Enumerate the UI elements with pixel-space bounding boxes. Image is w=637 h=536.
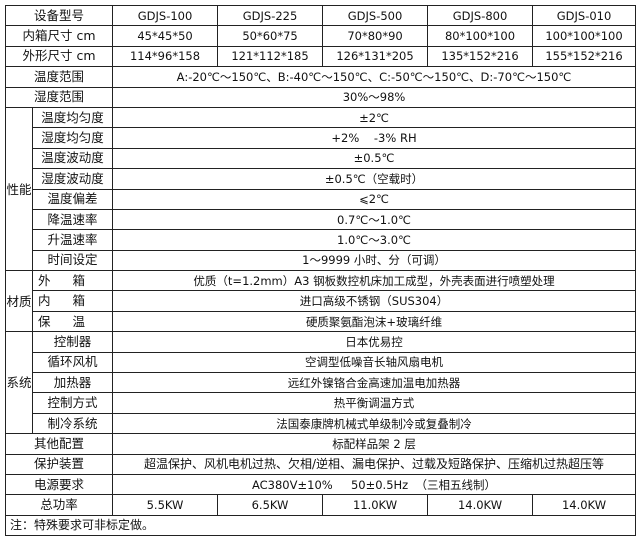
row-label: 内箱尺寸 cm xyxy=(4,25,114,47)
row-label: 温度偏差 xyxy=(31,188,114,210)
value-cell: 日本优易控 xyxy=(112,331,637,353)
material-row: 内箱 进口高级不锈钢（SUS304） xyxy=(6,290,637,312)
value-cell: +2% -3% RH xyxy=(112,127,637,149)
row-label: 控制器 xyxy=(31,331,114,353)
value-cell: 优质（t=1.2mm）A3 钢板数控机床加工成型，外壳表面进行喷塑处理 xyxy=(112,270,637,292)
row-label: 湿度均匀度 xyxy=(31,127,114,149)
material-row: 材质 外箱 优质（t=1.2mm）A3 钢板数控机床加工成型，外壳表面进行喷塑处… xyxy=(5,270,637,333)
value-cell: 1.0℃～3.0℃ xyxy=(112,229,637,251)
row-label: 升温速率 xyxy=(31,229,114,251)
value-cell: 45*45*50 xyxy=(112,25,219,47)
performance-row: 温度偏差 ⩽2℃ xyxy=(6,188,637,210)
system-row: 加热器 远红外镍铬合金高速加温电加热器 xyxy=(6,372,637,394)
row-label: 时间设定 xyxy=(31,249,114,272)
value-cell: 100*100*100 xyxy=(532,25,637,47)
value-cell: 超温保护、风机电机过热、欠相/逆相、漏电保护、过载及短路保护、压缩机过热超压等 xyxy=(112,453,637,475)
inner-size-row: 内箱尺寸 cm 45*45*50 50*60*75 70*80*90 80*10… xyxy=(4,25,637,47)
performance-row: 湿度波动度 ±0.5℃（空载时） xyxy=(6,168,637,190)
group-label-performance: 性能 xyxy=(5,106,33,272)
value-cell: 14.0KW xyxy=(427,494,534,516)
header-row: 设备型号 GDJS-100 GDJS-225 GDJS-500 GDJS-800… xyxy=(4,4,637,27)
group-label-material: 材质 xyxy=(5,270,33,333)
value-cell: 进口高级不锈钢（SUS304） xyxy=(112,290,637,312)
performance-row: 性能 温度均匀度 ±2℃ xyxy=(5,106,637,272)
row-label: 电源要求 xyxy=(4,473,114,496)
value-cell: 硬质聚氨酯泡沫+玻璃纤维 xyxy=(112,310,637,333)
value-cell: A:-20℃～150℃、B:-40℃～150℃、C:-50℃～150℃、D:-7… xyxy=(112,66,637,88)
group-label-system: 系统 xyxy=(5,331,33,435)
performance-row: 时间设定 1～9999 小时、分（可调） xyxy=(6,249,637,272)
value-cell: ±0.5℃（空载时） xyxy=(112,168,637,190)
performance-row: 升温速率 1.0℃～3.0℃ xyxy=(6,229,637,251)
row-label: 总功率 xyxy=(4,494,114,516)
row-label: 制冷系统 xyxy=(31,412,114,435)
humidity-range-row: 湿度范围 30%～98% xyxy=(4,86,637,108)
value-cell: 114*96*158 xyxy=(112,45,219,68)
model-cell: GDJS-010 xyxy=(532,4,637,27)
row-label: 外形尺寸 cm xyxy=(4,45,114,68)
note-text: 注：特殊要求可非标定做。 xyxy=(4,514,637,536)
row-label: 温度范围 xyxy=(4,66,114,88)
system-row: 控制方式 热平衡调温方式 xyxy=(6,392,637,414)
row-label: 循环风机 xyxy=(31,351,114,374)
row-label: 其他配置 xyxy=(4,433,114,455)
total-power-row: 总功率 5.5KW 6.5KW 11.0KW 14.0KW 14.0KW xyxy=(4,494,637,516)
value-cell: 50*60*75 xyxy=(217,25,324,47)
outer-size-row: 外形尺寸 cm 114*96*158 121*112*185 126*131*2… xyxy=(4,45,637,68)
value-cell: 远红外镍铬合金高速加温电加热器 xyxy=(112,372,637,394)
performance-row: 温度波动度 ±0.5℃ xyxy=(6,147,637,170)
value-cell: 155*152*216 xyxy=(532,45,637,68)
value-cell: AC380V±10% 50±0.5Hz （三相五线制） xyxy=(112,473,637,496)
value-cell: 70*80*90 xyxy=(322,25,429,47)
model-cell: GDJS-100 xyxy=(112,4,219,27)
power-req-row: 电源要求 AC380V±10% 50±0.5Hz （三相五线制） xyxy=(4,473,637,496)
system-row: 制冷系统 法国泰康牌机械式单级制冷或复叠制冷 xyxy=(6,412,637,435)
value-cell: 空调型低噪音长轴风扇电机 xyxy=(112,351,637,374)
row-label: 降温速率 xyxy=(31,208,114,231)
note-row: 注：特殊要求可非标定做。 xyxy=(4,514,637,536)
value-cell: ±0.5℃ xyxy=(112,147,637,170)
row-label: 控制方式 xyxy=(31,392,114,414)
row-label: 加热器 xyxy=(31,372,114,394)
system-row: 循环风机 空调型低噪音长轴风扇电机 xyxy=(6,351,637,374)
value-cell: ±2℃ xyxy=(112,106,637,129)
system-row: 系统 控制器 日本优易控 xyxy=(5,331,637,435)
model-cell: GDJS-800 xyxy=(427,4,534,27)
value-cell: 80*100*100 xyxy=(427,25,534,47)
row-label: 湿度波动度 xyxy=(31,168,114,190)
value-cell: 121*112*185 xyxy=(217,45,324,68)
value-cell: 6.5KW xyxy=(217,494,324,516)
value-cell: 0.7℃～1.0℃ xyxy=(112,208,637,231)
row-label: 湿度范围 xyxy=(4,86,114,108)
performance-row: 降温速率 0.7℃～1.0℃ xyxy=(6,208,637,231)
row-label: 外箱 xyxy=(31,270,114,292)
value-cell: 30%～98% xyxy=(112,86,637,108)
other-config-row: 其他配置 标配样品架 2 层 xyxy=(4,433,637,455)
value-cell: 标配样品架 2 层 xyxy=(112,433,637,455)
row-label: 保护装置 xyxy=(4,453,114,475)
spec-table: 设备型号 GDJS-100 GDJS-225 GDJS-500 GDJS-800… xyxy=(4,4,637,536)
value-cell: 14.0KW xyxy=(532,494,637,516)
value-cell: 法国泰康牌机械式单级制冷或复叠制冷 xyxy=(112,412,637,435)
row-label: 内箱 xyxy=(31,290,114,312)
value-cell: 热平衡调温方式 xyxy=(112,392,637,414)
performance-row: 湿度均匀度 +2% -3% RH xyxy=(6,127,637,149)
value-cell: 1～9999 小时、分（可调） xyxy=(112,249,637,272)
value-cell: 126*131*205 xyxy=(322,45,429,68)
value-cell: 11.0KW xyxy=(322,494,429,516)
row-label: 温度波动度 xyxy=(31,147,114,170)
temp-range-row: 温度范围 A:-20℃～150℃、B:-40℃～150℃、C:-50℃～150℃… xyxy=(4,66,637,88)
protection-row: 保护装置 超温保护、风机电机过热、欠相/逆相、漏电保护、过载及短路保护、压缩机过… xyxy=(4,453,637,475)
row-label: 设备型号 xyxy=(4,4,114,27)
value-cell: ⩽2℃ xyxy=(112,188,637,210)
material-row: 保温 硬质聚氨酯泡沫+玻璃纤维 xyxy=(6,310,637,333)
value-cell: 135*152*216 xyxy=(427,45,534,68)
model-cell: GDJS-225 xyxy=(217,4,324,27)
row-label: 保温 xyxy=(31,310,114,333)
value-cell: 5.5KW xyxy=(112,494,219,516)
row-label: 温度均匀度 xyxy=(31,106,114,129)
model-cell: GDJS-500 xyxy=(322,4,429,27)
